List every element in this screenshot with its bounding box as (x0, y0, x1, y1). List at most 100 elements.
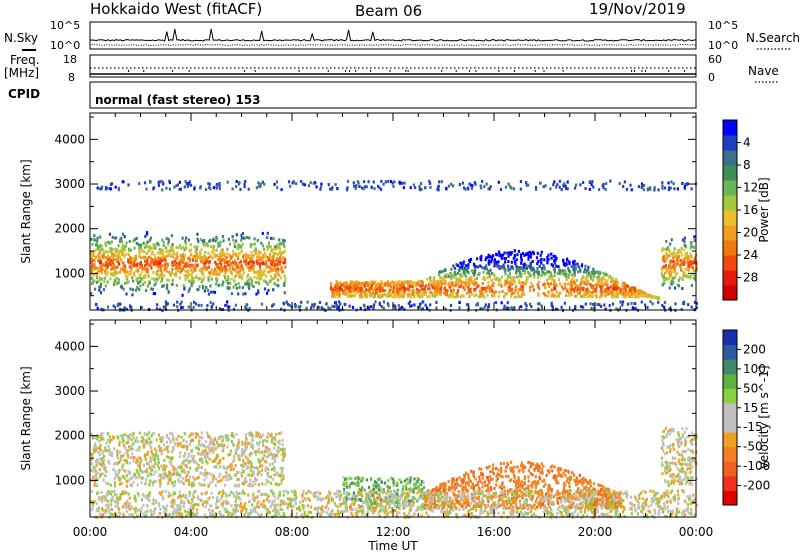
echo-cell (408, 287, 411, 291)
echo-cell (151, 483, 154, 487)
echo-cell (677, 278, 680, 282)
echo-cell (525, 304, 528, 308)
echo-cell (587, 291, 590, 295)
echo-cell (682, 302, 685, 305)
echo-cell (674, 475, 677, 479)
echo-cell (105, 256, 108, 259)
echo-cell (228, 242, 232, 246)
echo-cell (161, 435, 164, 439)
echo-cell (101, 464, 104, 468)
echo-cell (399, 281, 402, 285)
echo-cell (264, 448, 268, 452)
echo-cell (459, 273, 462, 276)
echo-cell (490, 288, 494, 292)
echo-cell (566, 180, 569, 184)
echo-cell (132, 480, 135, 484)
echo-cell (622, 300, 625, 304)
echo-cell (621, 303, 624, 307)
echo-cell (588, 180, 591, 184)
echo-cell (631, 306, 634, 310)
echo-cell (108, 435, 111, 439)
echo-cell (250, 251, 253, 254)
echo-cell (671, 277, 674, 281)
echo-cell (368, 282, 371, 286)
echo-cell (278, 448, 281, 452)
echo-cell (161, 439, 164, 443)
echo-cell (123, 432, 126, 436)
echo-cell (676, 479, 679, 483)
echo-cell (382, 289, 385, 293)
echo-cell (253, 249, 256, 253)
freq-panel (89, 54, 697, 78)
echo-cell (259, 270, 262, 274)
echo-cell (263, 450, 266, 453)
echo-cell (254, 271, 257, 274)
echo-cell (162, 305, 165, 309)
echo-cell (146, 269, 149, 273)
echo-cell (157, 256, 160, 260)
echo-cell (113, 436, 116, 440)
echo-cell (674, 253, 677, 257)
echo-cell (603, 273, 606, 277)
echo-cell (271, 436, 274, 440)
echo-cell (414, 186, 417, 190)
echo-cell (360, 286, 363, 290)
echo-cell (601, 277, 604, 280)
echo-cell (145, 187, 148, 191)
echo-cell (102, 437, 105, 441)
echo-cell (149, 180, 152, 184)
echo-cell (93, 267, 96, 271)
noise-panel (89, 21, 697, 50)
echo-cell (348, 287, 351, 291)
echo-cell (233, 279, 236, 283)
echo-cell (163, 476, 166, 480)
echo-cell (138, 456, 141, 460)
echo-cell (690, 438, 694, 441)
echo-cell (679, 259, 682, 263)
echo-cell (138, 473, 141, 476)
echo-cell (688, 471, 691, 475)
echo-cell (110, 451, 114, 455)
echo-cell (113, 481, 116, 485)
echo-cell (611, 279, 614, 283)
echo-cell (397, 295, 400, 299)
echo-cell (119, 267, 123, 271)
echo-cell (269, 434, 272, 438)
echo-cell (131, 293, 134, 297)
echo-cell (159, 260, 162, 264)
echo-cell (537, 272, 540, 276)
freq-traces (90, 67, 696, 75)
echo-cell (333, 286, 336, 290)
echo-cell (131, 276, 134, 280)
echo-cell (537, 260, 540, 263)
echo-cell (159, 482, 162, 486)
echo-cell (259, 459, 262, 463)
echo-cell (248, 266, 251, 270)
echo-cell (258, 276, 261, 280)
echo-cell (113, 447, 116, 451)
echo-cell (205, 475, 208, 479)
echo-cell (555, 257, 558, 260)
echo-cell (488, 274, 491, 278)
echo-cell (665, 253, 668, 257)
echo-cell (218, 460, 221, 464)
echo-cell (136, 471, 139, 474)
echo-cell (176, 265, 180, 269)
echo-cell (93, 480, 96, 484)
echo-cell (161, 273, 164, 277)
echo-cell (99, 265, 103, 269)
echo-cell (382, 306, 385, 310)
echo-cell (208, 239, 211, 243)
echo-cell (277, 244, 281, 248)
echo-cell (445, 292, 448, 296)
echo-cell (133, 273, 136, 277)
echo-cell (602, 182, 605, 186)
echo-cell (110, 247, 113, 251)
echo-cell (199, 435, 202, 439)
echo-cell (170, 234, 173, 238)
echo-cell (347, 293, 350, 297)
echo-cell (452, 288, 455, 292)
echo-cell (254, 482, 257, 486)
echo-cell (261, 457, 264, 460)
